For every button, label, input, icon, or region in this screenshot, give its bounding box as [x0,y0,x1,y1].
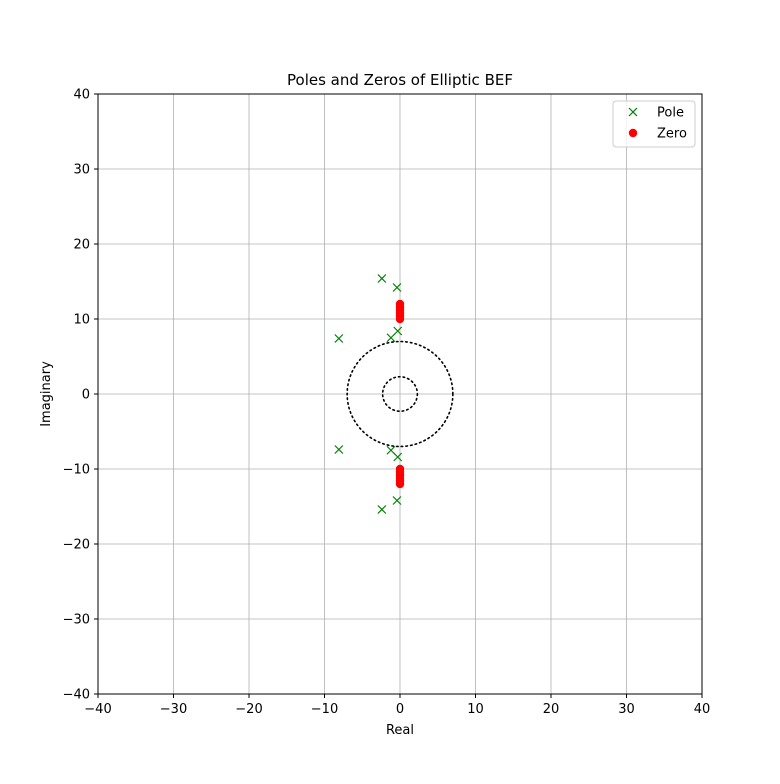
y-tick-label: −10 [63,463,90,478]
reference-circles [346,340,454,448]
pole-marker [334,445,344,454]
x-tick-label: −40 [84,702,111,717]
pole-marker [377,505,387,514]
x-axis-label: Real [386,723,414,738]
y-tick-label: −40 [63,688,90,703]
axis-ticks: −40 −30 −20 −10 0 10 20 30 40 −40 −30 −20 −10 0 10 20 30… [63,88,711,718]
legend-zero-marker [628,128,638,138]
pole-marker [393,452,403,462]
y-tick-label: 30 [73,163,90,178]
legend-zero-label: Zero [657,127,687,142]
dotted-reference-circle [381,375,419,413]
pole-marker [392,283,402,292]
legend: Pole Zero [612,100,696,148]
zero-marker [395,299,405,309]
chart-title: Poles and Zeros of Elliptic BEF [287,71,513,89]
grid-lines [97,93,703,695]
x-tick-label: 0 [396,702,404,717]
y-axis-label: Imaginary [39,361,54,427]
pole-marker [393,326,403,336]
pole-marker [386,445,396,455]
data-markers [334,274,405,514]
y-tick-label: 0 [82,388,90,403]
y-tick-label: −30 [63,613,90,628]
x-tick-label: −20 [235,702,262,717]
x-tick-label: −10 [311,702,338,717]
zero-marker [395,479,405,489]
x-tick-label: 40 [694,702,711,717]
y-tick-label: 40 [73,88,90,103]
pole-marker [334,334,344,343]
x-tick-label: 30 [618,702,635,717]
y-tick-label: −20 [63,538,90,553]
legend-pole-marker [628,107,638,117]
y-tick-label: 10 [73,313,90,328]
x-tick-label: 20 [543,702,560,717]
dotted-reference-circle [346,340,454,448]
pole-marker [386,333,396,343]
legend-pole-label: Pole [657,106,684,121]
x-tick-label: 10 [467,702,484,717]
x-tick-label: −30 [160,702,187,717]
pole-marker [377,274,387,283]
y-tick-label: 20 [73,238,90,253]
pole-marker [392,496,402,505]
